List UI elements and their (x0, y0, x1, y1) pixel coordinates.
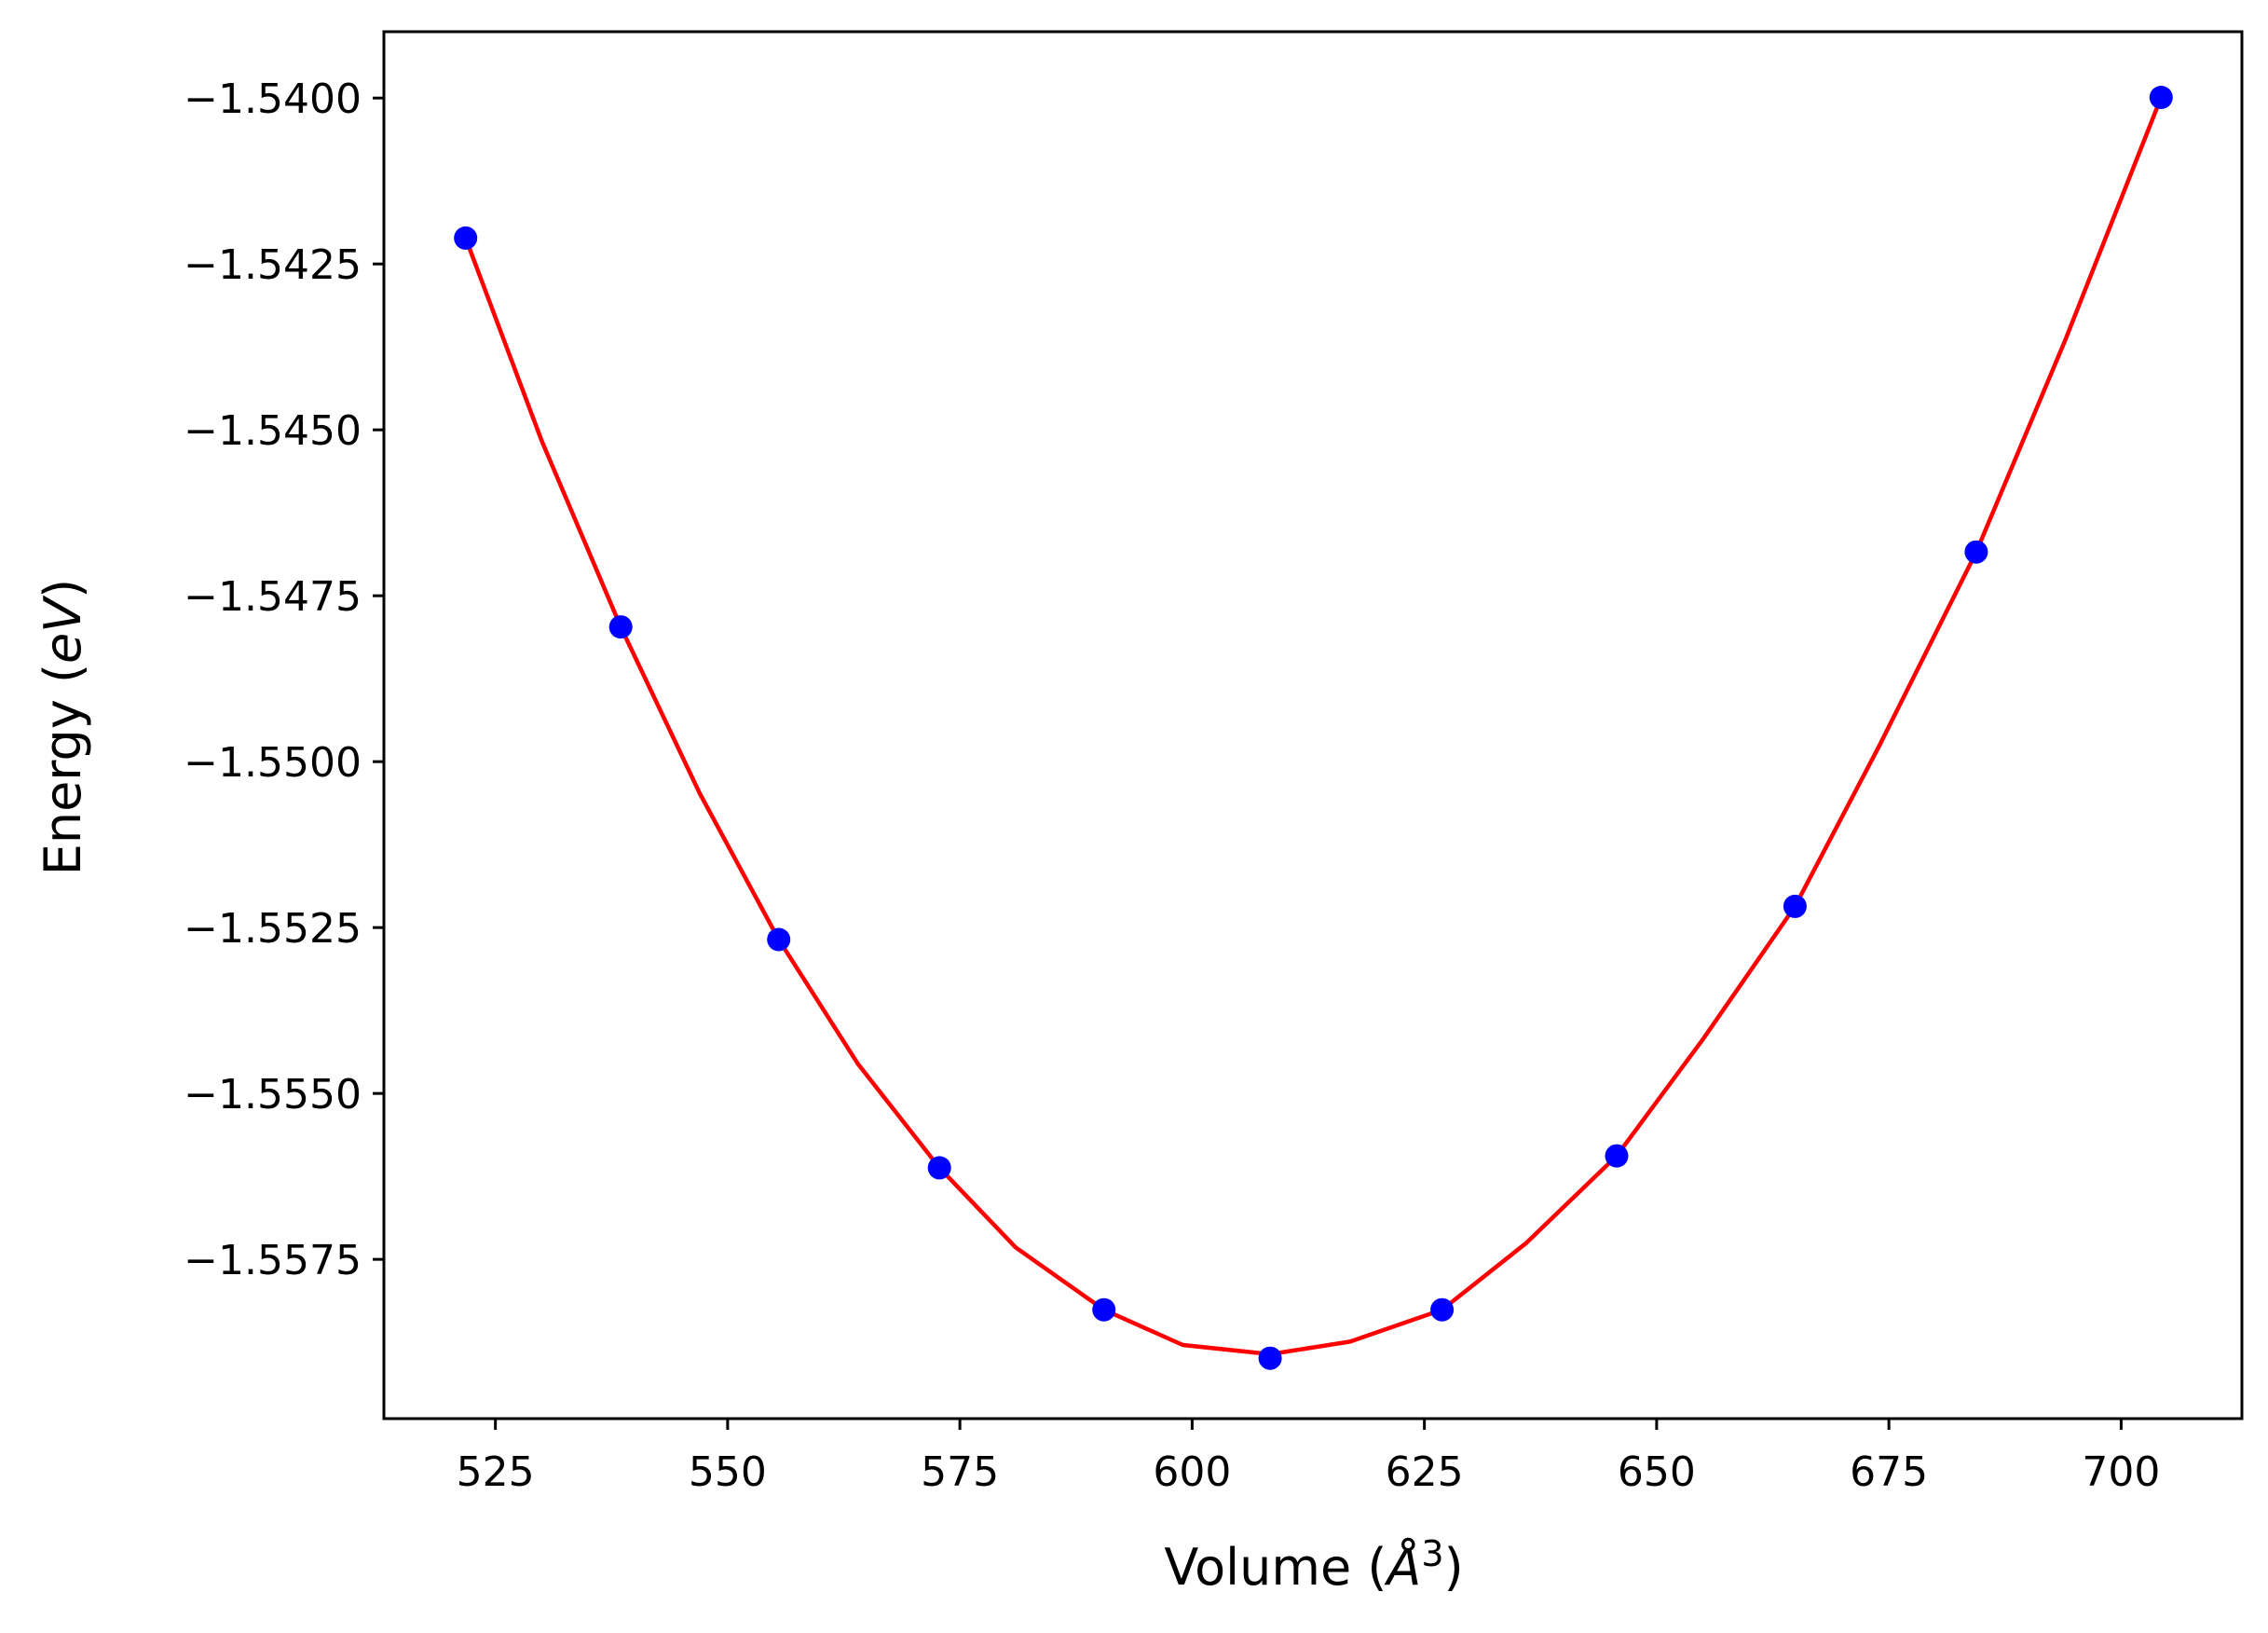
data-point (1430, 1297, 1455, 1322)
x-tick-label: 600 (1153, 1448, 1231, 1496)
data-point (1258, 1346, 1282, 1370)
y-tick-label: −1.5550 (184, 1071, 362, 1118)
x-tick-label: 700 (2082, 1448, 2160, 1496)
y-axis-label-symbol: eV (34, 595, 92, 664)
y-tick-label: −1.5425 (184, 241, 362, 289)
data-point (1964, 540, 1988, 564)
x-axis-ticks: 525 550 575 600 625 650 675 700 (457, 1419, 2160, 1496)
x-tick-label: 525 (457, 1448, 535, 1496)
x-tick-label: 625 (1386, 1448, 1464, 1496)
data-point (767, 927, 791, 952)
x-axis-label-symbol: Å (1384, 1537, 1421, 1597)
x-axis-label: Volume (Å3) (1164, 1533, 1463, 1597)
data-point (1605, 1144, 1629, 1168)
data-point (2149, 86, 2173, 109)
y-tick-label: −1.5525 (184, 905, 362, 953)
data-point (454, 226, 478, 250)
x-axis-label-exponent: 3 (1421, 1533, 1443, 1574)
x-tick-label: 650 (1618, 1448, 1696, 1496)
x-tick-label: 575 (921, 1448, 999, 1496)
x-tick-label: 675 (1850, 1448, 1928, 1496)
y-tick-label: −1.5500 (184, 739, 362, 787)
x-tick-label: 550 (689, 1448, 767, 1496)
x-axis-label-close: ) (1444, 1538, 1464, 1597)
data-point (927, 1156, 951, 1180)
data-points-layer (454, 86, 2173, 1370)
x-axis-label-text: Volume ( (1164, 1538, 1387, 1597)
y-axis-label-close: ) (34, 579, 92, 598)
y-tick-label: −1.5475 (184, 573, 362, 621)
y-tick-label: −1.5450 (184, 407, 362, 455)
y-axis-label: Energy (eV) (34, 579, 92, 876)
data-point (1092, 1297, 1116, 1322)
y-tick-label: −1.5575 (184, 1237, 362, 1284)
data-point (608, 615, 633, 639)
data-point (1783, 894, 1807, 918)
y-axis-ticks: −1.5400 −1.5425 −1.5450 −1.5475 −1.5500 −1.55… (184, 75, 384, 1284)
y-tick-label: −1.5400 (184, 75, 362, 123)
y-axis-label-text: Energy ( (34, 664, 92, 875)
plot-frame (382, 30, 2244, 1420)
